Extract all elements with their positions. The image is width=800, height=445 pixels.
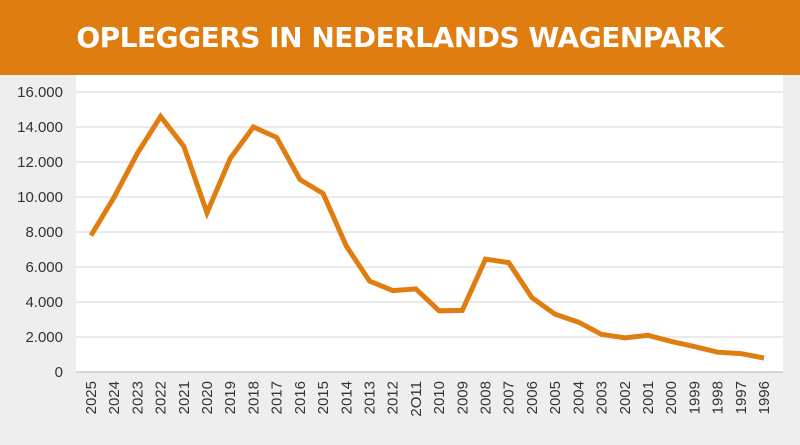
x-tick-label: 2005: [547, 381, 564, 414]
x-tick-label: 2019: [222, 381, 239, 414]
y-tick-label: 14.000: [17, 119, 63, 136]
y-tick-label: 10.000: [17, 189, 63, 206]
x-tick-label: 1997: [733, 381, 750, 414]
x-tick-label: 2020: [199, 381, 216, 414]
y-tick-label: 4.000: [25, 294, 63, 311]
x-tick-label: 2015: [315, 381, 332, 414]
y-tick-label: 6.000: [25, 259, 63, 276]
x-tick-label: 2024: [106, 381, 123, 414]
y-tick-label: 16.000: [17, 84, 63, 101]
x-tick-label: 2006: [524, 381, 541, 414]
y-tick-label: 0: [55, 364, 63, 381]
x-tick-label: 2003: [594, 381, 611, 414]
x-tick-label: 2013: [361, 381, 378, 414]
x-tick-label: 2021: [176, 381, 193, 414]
series-line: [88, 112, 765, 361]
plot-area: [76, 75, 783, 372]
x-tick-label: 2016: [292, 381, 309, 414]
x-tick-label: 1996: [756, 381, 773, 414]
x-tick-label: 2009: [454, 381, 471, 414]
x-tick-label: 2010: [431, 381, 448, 414]
x-tick-label: 2023: [129, 381, 146, 414]
x-tick-label: 2O11: [408, 381, 425, 417]
x-tick-label: 1999: [686, 381, 703, 414]
y-tick-label: 2.000: [25, 329, 63, 346]
x-tick-label: 2008: [478, 381, 495, 414]
x-tick-label: 2025: [83, 381, 100, 414]
y-tick-label: 8.000: [25, 224, 63, 241]
x-tick-label: 2004: [570, 381, 587, 414]
y-tick-label: 12.000: [17, 154, 63, 171]
x-tick-label: 2000: [663, 381, 680, 414]
x-tick-label: 2001: [640, 381, 657, 414]
title-banner: OPLEGGERS IN NEDERLANDS WAGENPARK: [0, 0, 800, 75]
x-tick-label: 2007: [501, 381, 518, 414]
x-tick-label: 1998: [710, 381, 727, 414]
x-tick-label: 2022: [153, 381, 170, 414]
chart-title: OPLEGGERS IN NEDERLANDS WAGENPARK: [76, 21, 724, 54]
x-tick-label: 2018: [245, 381, 262, 414]
x-tick-label: 2014: [338, 381, 355, 414]
x-tick-label: 2012: [385, 381, 402, 414]
x-tick-label: 2002: [617, 381, 634, 414]
x-tick-label: 2017: [269, 381, 286, 414]
